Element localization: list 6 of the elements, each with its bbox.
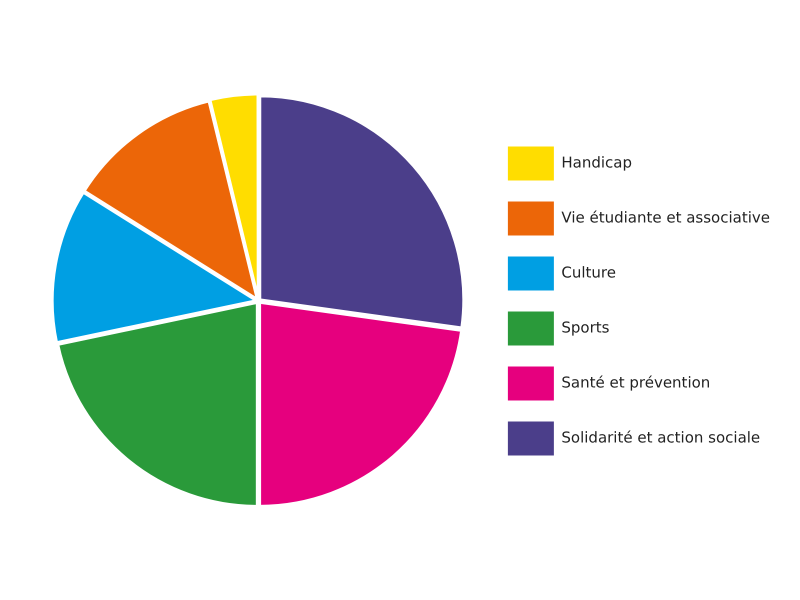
legend-label: Culture (561, 263, 616, 282)
legend-label: Sports (561, 318, 610, 336)
legend-label: Handicap (561, 153, 632, 172)
legend-label: Vie étudiante et associative (561, 208, 770, 226)
legend-label: Solidarité et action sociale (561, 428, 760, 446)
legend-label: Santé et prévention (561, 373, 710, 392)
